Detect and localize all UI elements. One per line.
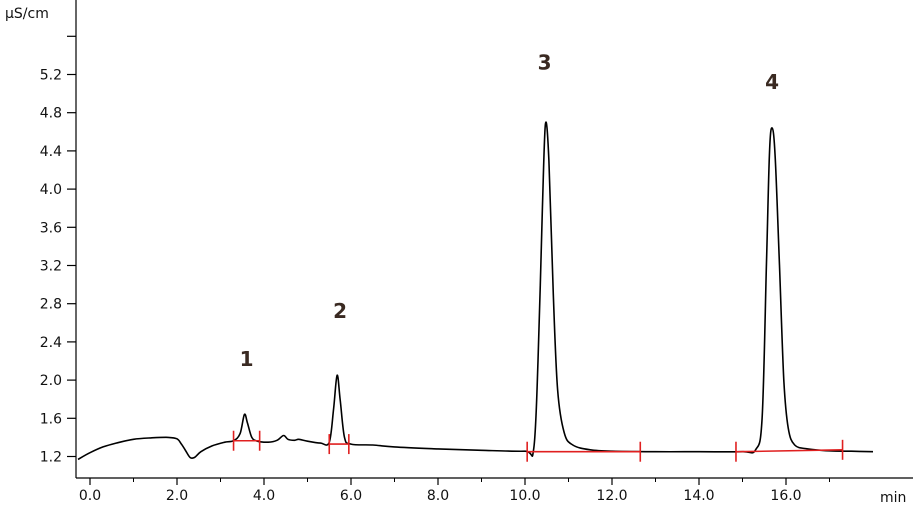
- y-tick-label: 3.2: [40, 259, 62, 275]
- chart-axes: [75, 0, 913, 479]
- integration-baseline: [735, 449, 843, 453]
- peak-labels: 1 2 3 4: [240, 51, 779, 371]
- y-tick-label: 2.0: [40, 373, 62, 389]
- y-ticks: 1.2 1.6 2.0 2.4 2.8 3.2 3.6 4.0 4.4 4.8 5.2: [40, 35, 76, 466]
- y-tick-label: 4.0: [40, 182, 62, 198]
- x-ticks: 0.0 2.0 4.0 6.0 8.0 10.0 12.0 14.0 16.0: [79, 478, 830, 504]
- y-tick-label: 1.6: [40, 411, 62, 427]
- x-tick-label: 14.0: [683, 488, 714, 504]
- x-axis-unit-label: min: [880, 490, 906, 506]
- x-tick-label: 10.0: [509, 488, 540, 504]
- x-tick-label: 0.0: [79, 488, 101, 504]
- y-tick-label: 4.8: [40, 106, 62, 122]
- y-axis-unit-label: µS/cm: [5, 6, 49, 22]
- y-tick-label: 1.2: [40, 450, 62, 466]
- y-tick-label: 3.6: [40, 220, 62, 236]
- y-tick-label: 2.4: [40, 335, 62, 351]
- x-tick-label: 6.0: [340, 488, 362, 504]
- x-tick-label: 4.0: [253, 488, 275, 504]
- y-tick-label: 2.8: [40, 297, 62, 313]
- signal-trace: [77, 121, 874, 461]
- x-tick-label: 8.0: [427, 488, 449, 504]
- plot-area: [77, 121, 874, 461]
- x-tick-label: 16.0: [770, 488, 801, 504]
- peak-label: 2: [333, 299, 347, 323]
- y-tick-label: 4.4: [40, 144, 62, 160]
- peak-label: 4: [765, 70, 779, 94]
- peak-label: 3: [538, 51, 552, 75]
- integration-baselines: [232, 430, 844, 462]
- x-tick-label: 2.0: [166, 488, 188, 504]
- x-tick-label: 12.0: [596, 488, 627, 504]
- y-tick-label: 5.2: [40, 68, 62, 84]
- peak-label: 1: [240, 347, 254, 371]
